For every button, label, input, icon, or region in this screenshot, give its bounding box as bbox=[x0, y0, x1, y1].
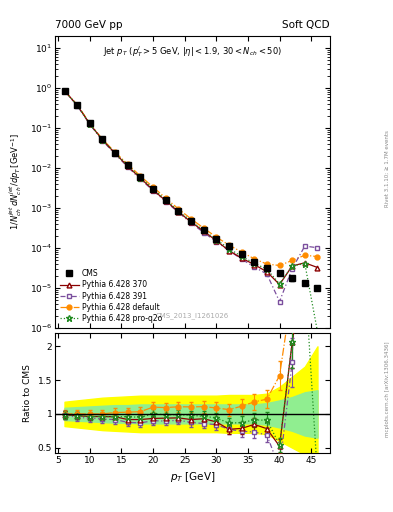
Text: Soft QCD: Soft QCD bbox=[283, 20, 330, 30]
Legend: CMS, Pythia 6.428 370, Pythia 6.428 391, Pythia 6.428 default, Pythia 6.428 pro-: CMS, Pythia 6.428 370, Pythia 6.428 391,… bbox=[57, 266, 165, 326]
Text: Jet $p_T$ ($p_T^l>5$ GeV, $|\eta|<1.9$, $30<N_{ch}<50$): Jet $p_T$ ($p_T^l>5$ GeV, $|\eta|<1.9$, … bbox=[103, 45, 282, 59]
Text: Rivet 3.1.10; ≥ 1.7M events: Rivet 3.1.10; ≥ 1.7M events bbox=[385, 131, 389, 207]
Text: mcplots.cern.ch [arXiv:1306.3436]: mcplots.cern.ch [arXiv:1306.3436] bbox=[385, 342, 389, 437]
Text: CMS_2013_I1261026: CMS_2013_I1261026 bbox=[156, 312, 229, 319]
X-axis label: $p_T$ [GeV]: $p_T$ [GeV] bbox=[170, 471, 215, 484]
Y-axis label: Ratio to CMS: Ratio to CMS bbox=[23, 364, 32, 422]
Text: 7000 GeV pp: 7000 GeV pp bbox=[55, 20, 123, 30]
Y-axis label: $1/N_{ch}^{jet}\,dN_{ch}^{jet}/dp_T\,[\mathrm{GeV}^{-1}]$: $1/N_{ch}^{jet}\,dN_{ch}^{jet}/dp_T\,[\m… bbox=[8, 133, 24, 230]
